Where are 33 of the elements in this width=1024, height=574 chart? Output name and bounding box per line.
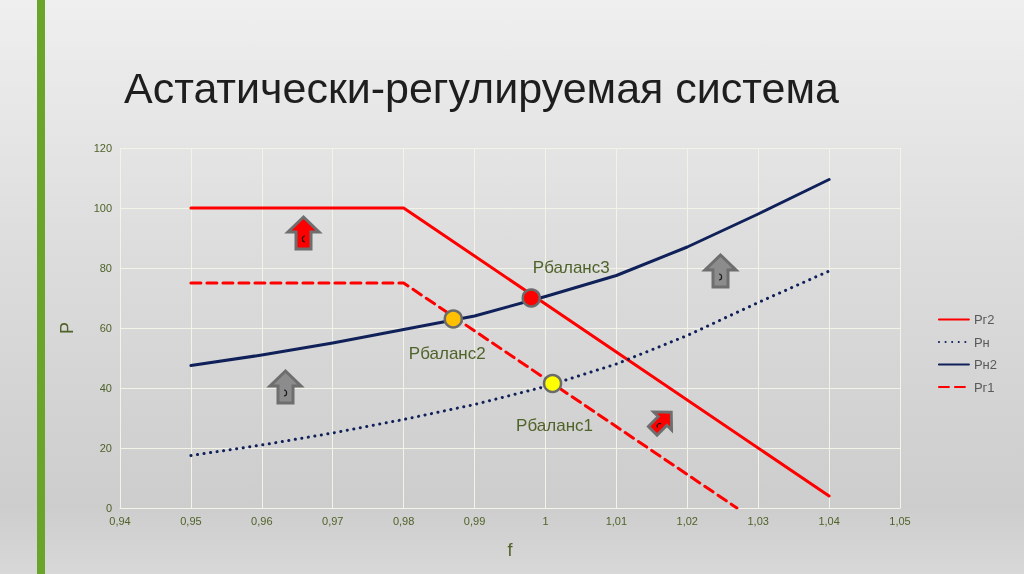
x-tick-label: 1,03: [747, 514, 769, 527]
x-tick-label: 1,02: [676, 514, 698, 527]
x-tick-label: 0,96: [251, 514, 273, 527]
x-tick-label: 1,01: [605, 514, 628, 527]
point: [443, 309, 464, 329]
y-axis-title: P: [57, 321, 77, 335]
legend-label: Рн2: [973, 357, 998, 372]
x-tick-label: 1: [542, 514, 549, 527]
x-tick-label: 1,04: [818, 514, 840, 527]
annotation: Рбаланс2: [408, 343, 486, 363]
chart-title: Астатически-регулируемая система: [124, 63, 839, 112]
legend-label: Рг2: [973, 312, 995, 327]
x-axis-title: f: [507, 540, 514, 560]
point: [521, 288, 542, 308]
y-tick-label: 120: [93, 142, 112, 154]
y-tick-label: 20: [99, 442, 112, 454]
x-tick-label: 0,99: [463, 514, 486, 527]
y-tick-label: 0: [105, 502, 112, 514]
x-tick-label: 0,98: [392, 514, 415, 527]
x-tick-label: 0,95: [180, 514, 202, 527]
point: [542, 373, 563, 394]
y-tick-label: 60: [99, 322, 112, 334]
legend-label: Рг1: [973, 379, 995, 395]
annotation: Рбаланс3: [532, 257, 610, 277]
y-tick-label: 40: [99, 382, 112, 394]
legend-label: Рн: [973, 334, 990, 350]
y-tick-label: 100: [93, 202, 112, 214]
x-tick-label: 0,97: [322, 514, 344, 527]
x-tick-label: 0,94: [109, 514, 131, 527]
x-tick-label: 1,05: [889, 514, 911, 527]
line-series: [189, 178, 831, 367]
y-tick-label: 80: [99, 262, 112, 274]
annotation: Рбаланс1: [516, 416, 593, 435]
